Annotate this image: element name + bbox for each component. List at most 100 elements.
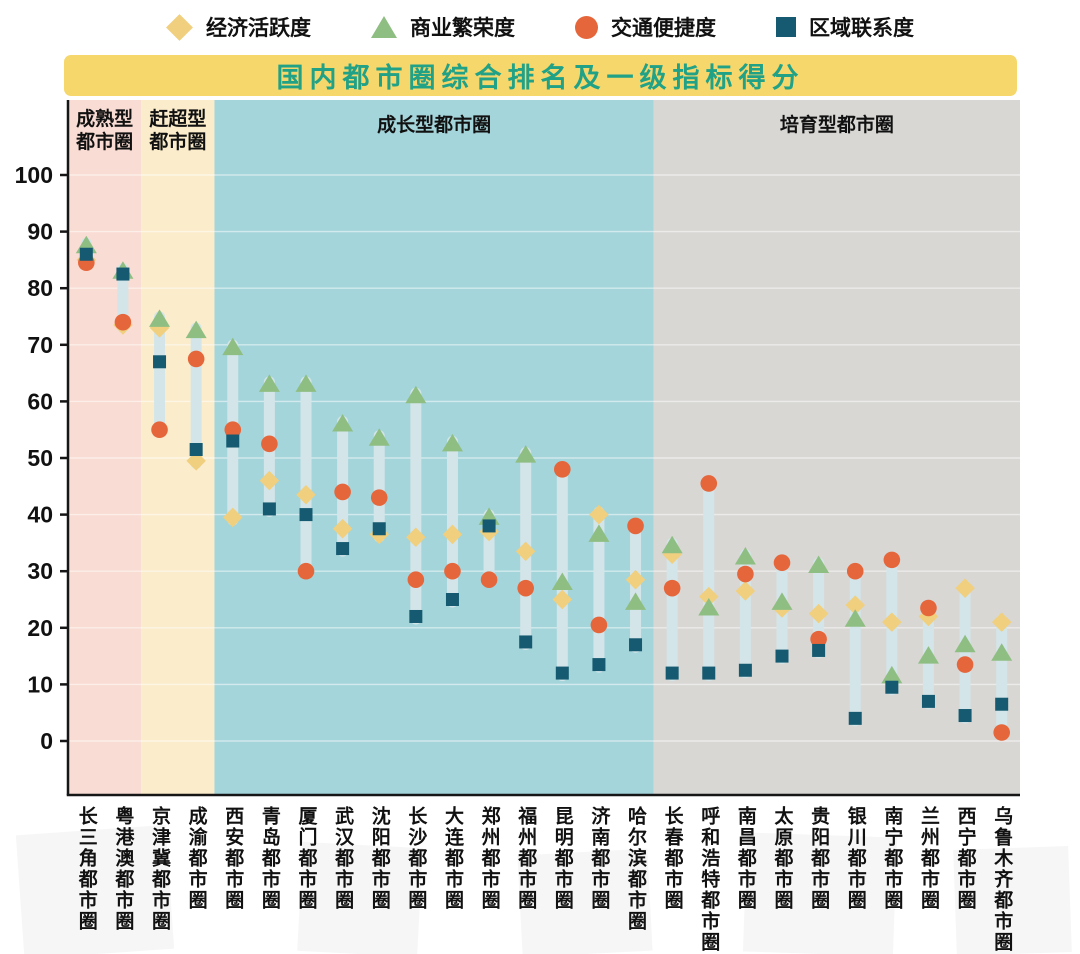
marker-circle — [663, 579, 681, 597]
y-tick-label: 80 — [27, 275, 53, 301]
marker-triangle — [222, 337, 244, 356]
circle-icon — [575, 15, 598, 39]
marker-diamond — [589, 504, 609, 525]
x-axis-label: 银川都市圈 — [844, 806, 866, 911]
x-axis-label: 西安都市圈 — [222, 806, 244, 911]
zone-mature — [68, 100, 142, 795]
legend-item-circle: 交通便捷度 — [575, 12, 716, 42]
chart-title: 国内都市圈综合排名及一级指标得分 — [276, 63, 805, 93]
background-watermark — [15, 824, 175, 954]
marker-square — [336, 542, 350, 556]
marker-square — [592, 658, 606, 672]
range-bar — [666, 537, 678, 682]
marker-triangle — [661, 535, 683, 554]
marker-triangle — [258, 374, 280, 392]
marker-square — [482, 519, 496, 533]
legend-item-square: 区域联系度 — [776, 12, 914, 42]
y-tick-label: 100 — [15, 162, 53, 188]
zone-label-line: 成长型都市圈 — [377, 113, 491, 136]
marker-triangle — [405, 385, 427, 404]
zone-label-catchup: 赶超型都市圈 — [148, 107, 206, 153]
marker-circle — [480, 571, 498, 588]
range-bar — [300, 376, 312, 580]
legend-item-label: 交通便捷度 — [611, 17, 716, 40]
marker-circle — [993, 724, 1010, 741]
marker-diamond — [515, 541, 536, 562]
marker-square — [445, 593, 459, 606]
marker-square — [629, 638, 643, 652]
marker-circle — [590, 616, 608, 634]
marker-square — [738, 663, 752, 677]
y-tick-label: 20 — [27, 615, 53, 641]
marker-circle — [407, 571, 425, 588]
background-watermark — [742, 832, 898, 954]
marker-square — [958, 709, 972, 723]
marker-square — [848, 711, 862, 725]
marker-diamond — [882, 612, 902, 632]
x-axis-label: 乌鲁木齐都市圈 — [991, 806, 1013, 953]
marker-triangle — [734, 547, 756, 565]
marker-triangle — [295, 374, 317, 392]
marker-triangle — [844, 609, 866, 627]
range-bar — [410, 387, 422, 625]
marker-circle — [444, 562, 461, 580]
marker-square — [262, 502, 276, 516]
marker-triangle — [149, 309, 171, 327]
x-axis-label: 长沙都市圈 — [405, 806, 427, 911]
zone-label-growing: 成长型都市圈 — [377, 113, 491, 136]
marker-triangle — [551, 572, 573, 591]
marker-circle — [700, 475, 718, 492]
x-axis-label: 郑州都市圈 — [478, 806, 500, 911]
y-tick-label: 0 — [40, 728, 53, 754]
marker-triangle — [771, 592, 793, 610]
marker-diamond — [991, 612, 1012, 632]
marker-triangle — [515, 445, 537, 463]
marker-triangle — [917, 646, 939, 664]
x-axis-label: 大连都市圈 — [441, 806, 463, 911]
marker-diamond — [845, 595, 865, 615]
y-tick-label: 30 — [27, 558, 53, 584]
chart-title-bar: 国内都市圈综合排名及一级指标得分 — [64, 55, 1017, 96]
range-bar — [996, 614, 1008, 741]
marker-diamond — [223, 507, 243, 528]
x-axis-label: 兰州都市圈 — [917, 806, 939, 911]
marker-triangle — [368, 428, 390, 446]
marker-square — [79, 247, 93, 261]
marker-triangle — [625, 592, 647, 610]
range-bar — [849, 563, 861, 727]
marker-square — [555, 666, 569, 680]
y-tick-label: 50 — [27, 445, 53, 471]
x-axis-label: 成渝都市圈 — [185, 806, 207, 911]
marker-triangle — [881, 665, 903, 684]
marker-circle — [956, 656, 974, 673]
y-tick-label: 40 — [27, 502, 53, 528]
marker-square — [812, 643, 826, 657]
marker-triangle — [332, 414, 354, 432]
zone-label-line: 赶超型 — [148, 107, 206, 130]
zone-catchup — [141, 100, 215, 795]
zone-growing — [214, 100, 654, 795]
marker-square — [116, 267, 130, 281]
x-axis-label: 福州都市圈 — [515, 806, 537, 911]
marker-circle — [297, 562, 315, 580]
range-bar — [446, 435, 458, 608]
marker-square — [372, 522, 386, 536]
marker-circle — [334, 483, 351, 501]
range-bar — [373, 430, 385, 543]
marker-circle — [114, 313, 132, 331]
marker-triangle — [808, 555, 830, 574]
marker-circle — [627, 517, 644, 535]
marker-square — [153, 355, 167, 369]
marker-diamond — [552, 589, 573, 610]
marker-square — [885, 680, 899, 694]
marker-circle — [261, 435, 278, 453]
x-axis-label: 南宁都市圈 — [881, 806, 903, 911]
marker-circle — [517, 579, 534, 597]
x-axis-label: 长春都市圈 — [661, 806, 683, 911]
marker-square — [226, 434, 240, 448]
marker-diamond — [442, 524, 463, 545]
marker-triangle — [991, 643, 1013, 661]
background-watermark — [297, 841, 423, 954]
marker-diamond — [625, 569, 646, 590]
